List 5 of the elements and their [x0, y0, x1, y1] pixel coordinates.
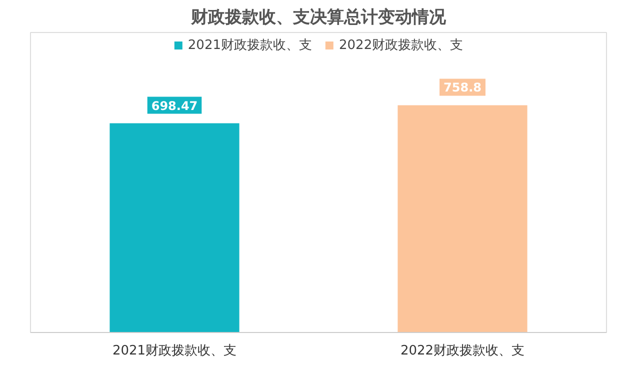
- data-label: 758.8: [444, 80, 482, 95]
- legend-label: 2021财政拨款收、支: [188, 37, 312, 54]
- data-label: 698.47: [151, 98, 198, 113]
- legend-label: 2022财政拨款收、支: [339, 37, 464, 54]
- chart-title: 财政拨款收、支决算总计变动情况: [190, 8, 447, 28]
